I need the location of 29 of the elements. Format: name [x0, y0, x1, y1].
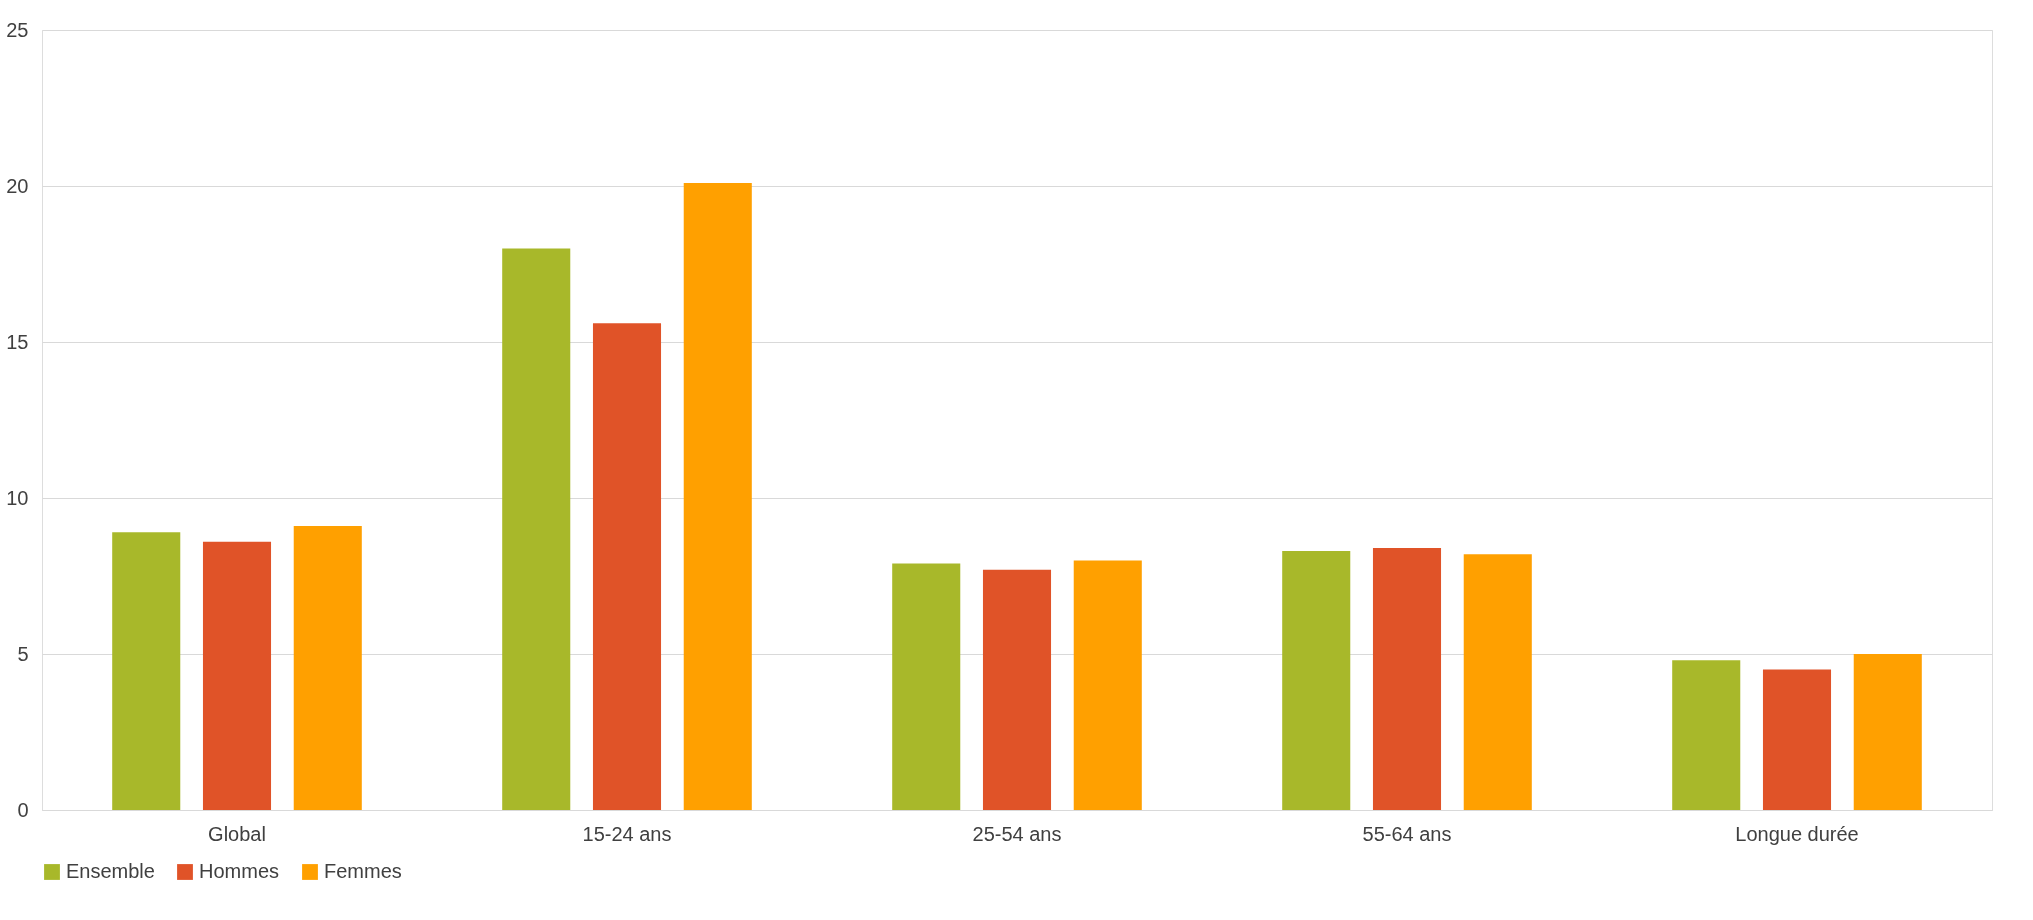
y-tick-label: 15	[6, 330, 29, 353]
bar	[502, 248, 571, 810]
bar	[1762, 669, 1832, 810]
y-tick-label: 5	[17, 642, 29, 665]
bar	[1463, 554, 1532, 810]
bar	[592, 323, 662, 810]
bar	[293, 526, 362, 810]
bar	[683, 182, 752, 810]
x-tick-label: 55-64 ans	[1362, 822, 1452, 845]
bar	[892, 563, 961, 810]
x-tick-label: 15-24 ans	[582, 822, 672, 845]
bar	[202, 541, 272, 810]
bar	[112, 532, 181, 810]
x-tick-label: 25-54 ans	[972, 822, 1062, 845]
bar	[1073, 560, 1142, 810]
y-tick-label: 0	[17, 798, 29, 821]
legend-label: Femmes	[324, 860, 402, 882]
y-tick-label: 25	[6, 18, 29, 41]
bar	[1853, 654, 1922, 810]
y-tick-label: 20	[6, 174, 29, 197]
legend-label: Ensemble	[66, 860, 155, 882]
x-tick-label: Global	[208, 822, 266, 845]
legend-label: Hommes	[199, 860, 280, 882]
y-tick-label: 10	[6, 486, 29, 509]
x-tick-label: Longue durée	[1735, 822, 1859, 845]
bar	[1672, 660, 1741, 810]
bar	[1282, 551, 1351, 810]
bar	[982, 569, 1052, 810]
bar	[1372, 547, 1442, 810]
